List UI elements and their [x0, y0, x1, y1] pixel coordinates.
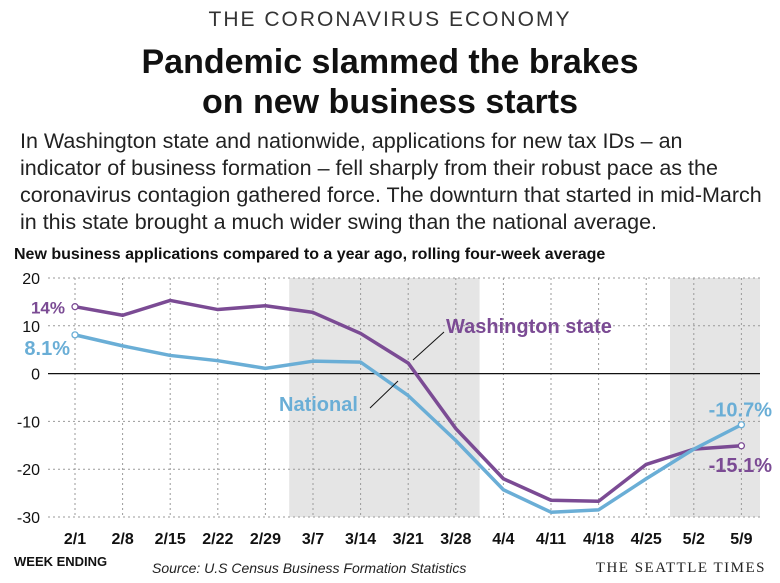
x-tick-label: 3/21 — [393, 531, 424, 548]
y-tick-label: 20 — [22, 271, 40, 288]
x-tick-label: 4/4 — [492, 531, 514, 548]
series-lines — [71, 298, 746, 514]
shaded-period-2 — [670, 278, 760, 517]
national-series-label: National — [279, 394, 358, 416]
wa-end-label: -15.1% — [709, 455, 773, 477]
x-tick-label: 5/2 — [683, 531, 705, 548]
x-tick-label: 2/1 — [64, 531, 86, 548]
y-tick-label: -20 — [17, 462, 40, 479]
endpoint-marker — [737, 442, 746, 450]
headline-line-2: on new business starts — [202, 83, 578, 121]
national-start-label: 8.1% — [24, 338, 70, 360]
endpoint-marker — [737, 421, 746, 429]
national-leader-line — [369, 380, 399, 409]
chart-title: New business applications compared to a … — [14, 246, 606, 263]
shaded-periods — [289, 278, 760, 517]
x-axis: 2/1 2/8 2/15 2/22 2/29 3/7 3/14 3/21 3/28 4/4 4/11… — [64, 531, 753, 548]
grid — [48, 277, 760, 518]
x-tick-label: 3/28 — [440, 531, 471, 548]
kicker: THE CORONAVIRUS ECONOMY — [208, 8, 572, 31]
x-axis-label: WEEK ENDING — [14, 554, 108, 569]
headline: Pandemic slammed the brakes on new busin… — [0, 42, 780, 122]
x-tick-label: 2/8 — [111, 531, 133, 548]
annotations: 14% 8.1% -10.7% -15.1% Washington state Natio… — [24, 299, 772, 477]
washington-series-label: Washington state — [446, 316, 612, 338]
endpoint-marker — [71, 303, 79, 311]
wa-start-label: 14% — [31, 299, 65, 318]
x-tick-label: 2/29 — [250, 531, 281, 548]
y-tick-label: 10 — [22, 319, 40, 336]
x-tick-label: 3/14 — [345, 531, 376, 548]
x-tick-label: 4/11 — [536, 531, 566, 548]
x-tick-label: 2/22 — [202, 531, 233, 548]
x-tick-label: 3/7 — [302, 531, 324, 548]
headline-line-1: Pandemic slammed the brakes — [141, 43, 639, 81]
washington-leader-line — [412, 331, 445, 361]
source-note: Source: U.S Census Business Formation St… — [152, 560, 467, 576]
endpoint-marker — [71, 331, 79, 339]
series-line-washington — [73, 298, 744, 503]
national-end-label: -10.7% — [709, 400, 773, 422]
x-tick-label: 4/18 — [583, 531, 614, 548]
dek: In Washington state and nationwide, appl… — [20, 129, 762, 234]
x-tick-label: 5/9 — [730, 531, 752, 548]
x-tick-label: 4/25 — [631, 531, 662, 548]
publisher-brand: THE SEATTLE TIMES — [595, 560, 766, 576]
y-axis: 20 10 0 -10 -20 -30 — [17, 271, 40, 527]
y-tick-label: -30 — [17, 510, 40, 527]
series-line-national — [73, 333, 744, 514]
y-tick-label: 0 — [31, 367, 40, 384]
y-tick-label: -10 — [17, 414, 40, 431]
x-tick-label: 2/15 — [155, 531, 186, 548]
